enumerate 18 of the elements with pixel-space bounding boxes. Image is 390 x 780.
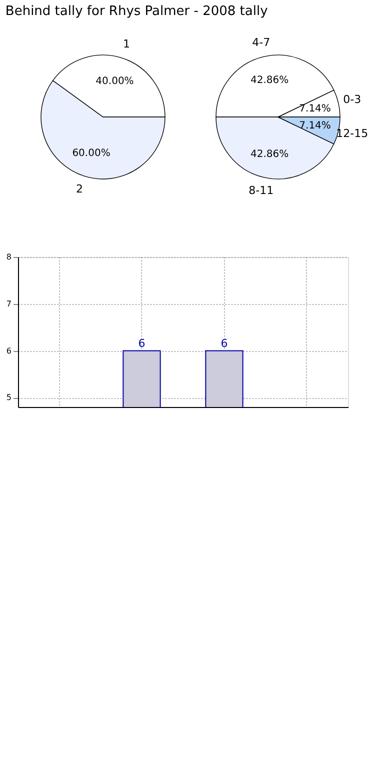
slice-label: 4-7 <box>252 36 270 49</box>
slice-label: 1 <box>122 38 130 51</box>
data-label: 42.86% <box>250 149 289 160</box>
slice-label: 8-11 <box>248 184 274 198</box>
y-tick-label: 5 <box>6 393 12 402</box>
data-label: 40.00% <box>96 76 134 87</box>
y-tick-label: 7 <box>6 299 12 308</box>
chart-title: Behind tally for Rhys Palmer - 2008 tally <box>5 4 268 19</box>
y-tick-label: 8 <box>6 252 12 262</box>
data-label: 7.14% <box>299 104 331 115</box>
data-label: 60.00% <box>72 148 110 160</box>
data-label: 6 <box>220 336 228 350</box>
data-label: 6 <box>138 336 146 350</box>
slice-label: 0-3 <box>343 93 362 106</box>
data-label: 7.14% <box>299 120 331 132</box>
y-tick-label: 6 <box>6 346 12 356</box>
slice-label: 2 <box>76 182 84 196</box>
data-label: 42.86% <box>250 74 289 86</box>
